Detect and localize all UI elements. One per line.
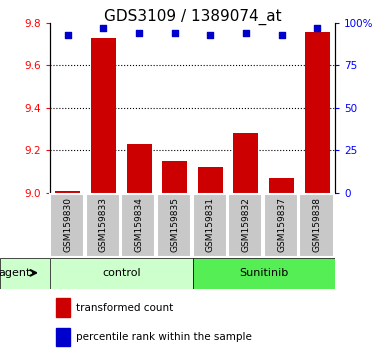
Bar — [56, 298, 70, 317]
Point — [136, 30, 142, 36]
FancyBboxPatch shape — [121, 194, 156, 257]
Text: percentile rank within the sample: percentile rank within the sample — [76, 332, 251, 342]
Text: GSM159837: GSM159837 — [277, 197, 286, 252]
Text: GSM159832: GSM159832 — [241, 197, 250, 252]
FancyBboxPatch shape — [192, 258, 335, 289]
Text: GSM159833: GSM159833 — [99, 197, 108, 252]
FancyBboxPatch shape — [228, 194, 262, 257]
Text: GSM159835: GSM159835 — [170, 197, 179, 252]
Point — [172, 30, 178, 36]
Text: control: control — [102, 268, 141, 279]
Point — [100, 25, 107, 31]
Bar — [91, 38, 116, 193]
Text: Sunitinib: Sunitinib — [239, 268, 288, 279]
Text: GSM159834: GSM159834 — [135, 197, 144, 252]
Bar — [55, 191, 80, 193]
Text: agent: agent — [0, 268, 31, 278]
Bar — [269, 178, 294, 193]
Point — [278, 32, 285, 38]
FancyBboxPatch shape — [157, 194, 191, 257]
FancyBboxPatch shape — [192, 194, 227, 257]
Point — [314, 25, 320, 31]
FancyBboxPatch shape — [85, 194, 120, 257]
FancyBboxPatch shape — [50, 194, 84, 257]
Text: GDS3109 / 1389074_at: GDS3109 / 1389074_at — [104, 9, 281, 25]
Bar — [233, 133, 258, 193]
Text: transformed count: transformed count — [76, 303, 173, 313]
Text: GSM159830: GSM159830 — [64, 197, 72, 252]
Point — [65, 32, 71, 38]
FancyBboxPatch shape — [300, 194, 333, 257]
Text: GSM159838: GSM159838 — [313, 197, 321, 252]
Bar — [56, 328, 70, 346]
Bar — [198, 167, 223, 193]
Bar — [305, 32, 330, 193]
Text: GSM159831: GSM159831 — [206, 197, 215, 252]
Point — [207, 32, 213, 38]
Point — [243, 30, 249, 36]
Bar — [162, 161, 187, 193]
FancyBboxPatch shape — [50, 258, 192, 289]
Bar — [127, 144, 152, 193]
FancyBboxPatch shape — [264, 194, 298, 257]
